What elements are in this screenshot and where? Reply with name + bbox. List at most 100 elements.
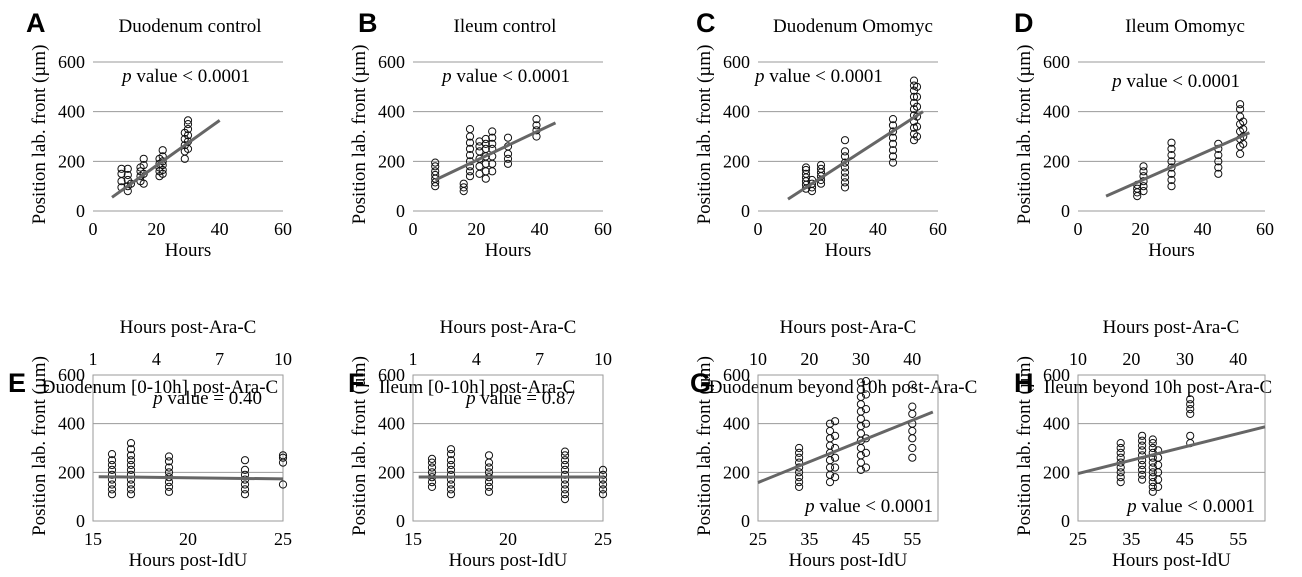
point-a-37 <box>183 125 193 134</box>
top-tick-f-10: 10 <box>594 349 612 369</box>
top-tick-g-10: 10 <box>749 349 767 369</box>
point-b-41 <box>503 149 513 158</box>
point-d-19 <box>1214 163 1223 172</box>
point-b-10 <box>465 172 475 181</box>
regression-line-d <box>1105 131 1251 198</box>
point-h-20 <box>1148 482 1157 491</box>
panel-title-f: Ileum [0-10h] post-Ara-C <box>379 377 575 398</box>
point-h-5 <box>1116 453 1125 462</box>
point-h-24 <box>1148 463 1157 472</box>
top-label-f: Hours post-Ara-C <box>440 317 577 338</box>
x-tick-e-20: 20 <box>179 529 197 549</box>
point-e-28 <box>240 490 250 499</box>
point-d-5 <box>1139 182 1148 191</box>
panel-letter-d: D <box>1014 8 1034 38</box>
panel-letter-e: E <box>8 368 26 398</box>
panel-title-e: Duodenum [0-10h] post-Ara-C <box>42 377 278 398</box>
point-f-32 <box>560 460 570 470</box>
y-tick-c-0: 0 <box>741 201 750 221</box>
p-value-annotation-a: p value < 0.0001 <box>120 66 250 87</box>
point-c-17 <box>840 183 850 192</box>
top-tick-f-7: 7 <box>535 349 544 369</box>
point-f-5 <box>427 458 437 467</box>
point-e-11 <box>126 480 136 489</box>
point-a-14 <box>139 179 148 188</box>
point-b-14 <box>465 151 475 160</box>
point-d-17 <box>1167 138 1176 147</box>
point-d-14 <box>1167 157 1176 166</box>
point-g-44 <box>908 453 917 462</box>
point-g-43 <box>861 377 871 386</box>
x-tick-g-35: 35 <box>800 529 818 549</box>
x-tick-b-60: 60 <box>594 219 612 239</box>
point-e-33 <box>240 465 250 474</box>
point-g-37 <box>861 463 871 472</box>
point-a-7 <box>123 170 132 180</box>
point-e-0 <box>107 490 117 499</box>
p-value-annotation-f: p value = 0.87 <box>464 388 575 409</box>
regression-line-a <box>111 119 221 199</box>
point-a-3 <box>117 164 126 173</box>
point-c-25 <box>840 136 850 145</box>
point-c-5 <box>801 165 811 175</box>
x-tick-h-45: 45 <box>1176 529 1194 549</box>
point-b-37 <box>488 133 497 142</box>
point-e-25 <box>164 463 174 472</box>
point-e-35 <box>278 480 288 489</box>
point-g-7 <box>795 448 804 457</box>
point-a-39 <box>183 116 193 125</box>
point-e-4 <box>107 470 117 479</box>
point-c-18 <box>840 178 850 187</box>
point-f-34 <box>560 451 570 460</box>
y-tick-c-600: 600 <box>723 52 750 72</box>
point-f-41 <box>598 465 608 474</box>
panel-title-d: Ileum Omomyc <box>1125 16 1245 37</box>
point-g-8 <box>795 443 804 453</box>
point-h-16 <box>1138 441 1147 450</box>
point-h-22 <box>1148 473 1157 482</box>
top-label-e: Hours post-Ara-C <box>120 317 257 338</box>
point-d-15 <box>1167 151 1176 160</box>
point-g-51 <box>908 380 917 389</box>
y-label-e: Position lab. front (µm) <box>29 356 50 536</box>
y-tick-c-200: 200 <box>723 151 750 171</box>
point-a-9 <box>126 179 136 188</box>
top-tick-h-10: 10 <box>1069 349 1087 369</box>
point-e-21 <box>164 482 174 491</box>
point-g-18 <box>831 473 840 482</box>
top-tick-e-1: 1 <box>89 349 98 369</box>
x-tick-g-25: 25 <box>749 529 767 549</box>
x-tick-c-20: 20 <box>809 219 827 239</box>
point-h-8 <box>1116 439 1125 448</box>
point-f-26 <box>560 490 570 499</box>
point-e-34 <box>240 456 250 465</box>
point-g-45 <box>908 443 917 453</box>
regression-line-b <box>434 121 557 182</box>
point-b-16 <box>465 138 475 147</box>
y-tick-f-200: 200 <box>378 462 405 482</box>
y-label-a: Position lab. front (µm) <box>29 45 50 225</box>
point-c-6 <box>801 163 811 172</box>
point-b-18 <box>465 125 475 134</box>
x-label-h: Hours post-IdU <box>1112 550 1231 571</box>
y-tick-g-400: 400 <box>723 414 750 434</box>
x-tick-a-60: 60 <box>274 219 292 239</box>
point-f-25 <box>560 495 570 504</box>
point-f-28 <box>560 480 570 489</box>
point-g-46 <box>908 434 917 443</box>
point-a-23 <box>158 169 167 178</box>
panel-e: E Duodenum [0-10h] post-Ara-C 0 200 400 600 15… <box>8 317 292 571</box>
y-tick-d-0: 0 <box>1061 201 1070 221</box>
y-tick-b-400: 400 <box>378 102 405 122</box>
point-b-38 <box>488 127 497 136</box>
p-value-annotation-h: p value < 0.0001 <box>1125 496 1255 517</box>
point-c-27 <box>888 152 898 161</box>
y-tick-d-200: 200 <box>1043 151 1070 171</box>
point-c-22 <box>840 158 850 167</box>
x-tick-b-20: 20 <box>467 219 485 239</box>
point-g-36 <box>856 378 866 387</box>
point-g-23 <box>831 417 840 426</box>
point-g-2 <box>795 473 804 482</box>
top-tick-g-30: 30 <box>852 349 870 369</box>
